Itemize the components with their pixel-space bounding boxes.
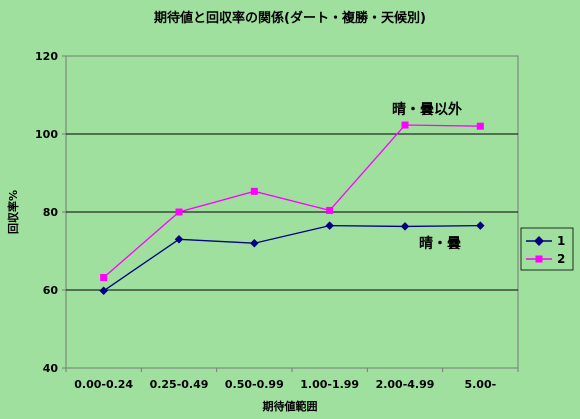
x-tick-label: 1.00-1.99: [300, 378, 359, 391]
data-point-series-1: [400, 222, 410, 231]
y-axis-ticks: 40 60 80 100 120: [35, 50, 66, 375]
data-point-series-2: [100, 274, 108, 282]
y-tick-label: 100: [35, 128, 58, 141]
legend-label-series-1: 1: [557, 234, 565, 248]
series-line-1: [103, 224, 481, 292]
legend-box: [520, 227, 574, 271]
series-layer: [99, 121, 485, 296]
y-tick-label: 40: [43, 362, 59, 375]
y-tick-label: 60: [43, 284, 59, 297]
data-point-series-1: [325, 221, 334, 230]
data-point-series-2: [175, 208, 183, 216]
y-axis-label: 回収率%: [6, 190, 20, 234]
x-axis-ticks: 0.00-0.24 0.25-0.49 0.50-0.99 1.00-1.99 2.00…: [65, 368, 519, 391]
gridlines: [66, 133, 518, 291]
data-point-series-2: [476, 122, 484, 130]
x-tick-label: 0.50-0.99: [225, 378, 284, 391]
legend-label-series-2: 2: [557, 252, 565, 266]
y-tick-label: 80: [43, 206, 59, 219]
x-axis-label: 期待値範囲: [263, 399, 318, 413]
annotation-fair-cloudy: 晴・曇: [419, 235, 461, 252]
x-tick-label: 0.25-0.49: [150, 378, 209, 391]
legend-marker-series-1: [534, 236, 544, 246]
annotation-not-fair-cloudy: 晴・曇以外: [392, 101, 462, 118]
data-point-series-2: [250, 187, 258, 195]
data-point-series-2: [326, 206, 334, 214]
data-point-series-1: [99, 286, 108, 296]
x-tick-label: 5.00-: [464, 378, 496, 391]
data-point-series-2: [401, 121, 409, 129]
x-tick-label: 2.00-4.99: [376, 378, 435, 391]
x-tick-label: 0.00-0.24: [74, 378, 133, 391]
data-point-series-1: [476, 221, 485, 230]
chart-title: 期待値と回収率の関係(ダート・複勝・天候別): [154, 10, 426, 26]
data-point-series-1: [174, 235, 184, 244]
legend: 1 2: [520, 227, 574, 271]
y-tick-label: 120: [35, 50, 58, 63]
legend-marker-series-2: [535, 255, 543, 263]
series-line-2: [103, 124, 481, 279]
